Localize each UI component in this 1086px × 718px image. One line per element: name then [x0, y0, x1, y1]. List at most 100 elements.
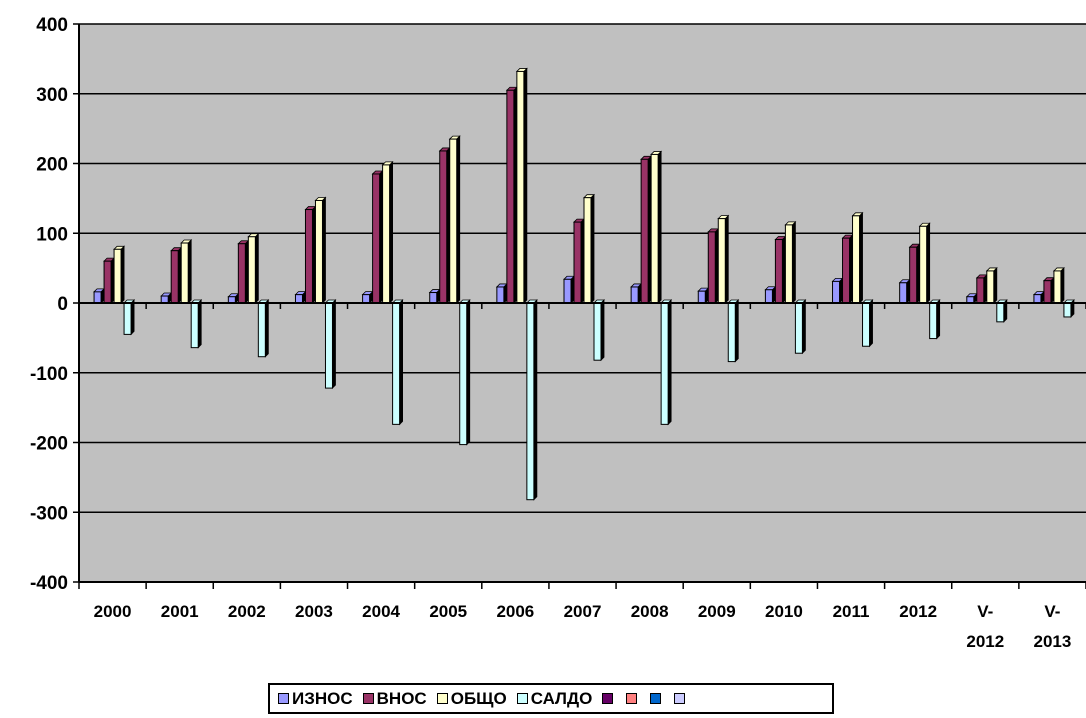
bar	[764, 289, 773, 304]
bar	[660, 302, 669, 425]
bar	[784, 224, 793, 304]
bar	[160, 295, 169, 304]
bar	[93, 291, 102, 304]
bar	[899, 282, 908, 304]
x-tick-label-line: V-	[977, 602, 993, 621]
legend-item	[602, 693, 616, 704]
y-tick-label: -400	[30, 573, 68, 594]
x-tick-label-line: 2004	[362, 602, 400, 621]
x-tick-label: V- 2012	[966, 602, 1004, 651]
bar	[1033, 294, 1042, 304]
x-tick-label: 2012	[899, 602, 937, 621]
legend: ИЗНОС ВНОС ОБЩО САЛДО	[268, 683, 834, 714]
bar	[237, 243, 246, 304]
bar	[429, 292, 438, 304]
bar	[180, 242, 189, 304]
legend-label: ОБЩО	[450, 688, 507, 708]
x-tick-label: 2004	[362, 602, 400, 621]
y-tick-label: 400	[36, 15, 68, 36]
bar	[1043, 280, 1052, 304]
bar	[439, 150, 448, 304]
bar	[919, 225, 928, 304]
x-tick-label: 2011	[833, 602, 870, 621]
legend-item	[674, 693, 688, 704]
x-tick-label: 2006	[496, 602, 534, 621]
bar	[304, 209, 313, 304]
x-tick-label-line: 2012	[966, 632, 1004, 651]
y-tick-label: 300	[36, 85, 68, 106]
bar	[852, 215, 861, 304]
x-tick-label-line: 2006	[496, 602, 534, 621]
bar	[372, 173, 381, 304]
bar	[832, 280, 841, 304]
bar	[247, 236, 256, 304]
x-tick-label-line: 2000	[94, 602, 132, 621]
bar	[650, 153, 659, 304]
x-tick-label: 2009	[698, 602, 736, 621]
legend-label: ВНОС	[376, 688, 427, 708]
bar	[324, 302, 333, 389]
bar	[774, 239, 783, 304]
legend-item	[650, 693, 664, 704]
bar	[123, 302, 132, 335]
x-tick-label-line: 2007	[564, 602, 602, 621]
x-tick-label: 2010	[765, 602, 803, 621]
x-tick-label-line: 2013	[1034, 632, 1072, 651]
y-tick-label: -100	[30, 364, 68, 385]
legend-swatch	[626, 693, 638, 704]
x-tick-label-line: 2001	[161, 602, 199, 621]
legend-swatch	[362, 693, 374, 704]
bar	[862, 302, 871, 347]
bar	[257, 302, 266, 358]
x-tick-label-line: V-	[1044, 602, 1060, 621]
bars	[93, 67, 1075, 501]
bar	[929, 302, 938, 340]
x-tick-label-line: 2011	[833, 602, 870, 621]
legend-item: ИЗНОС	[278, 689, 353, 709]
bar	[294, 294, 303, 304]
bar	[986, 270, 995, 304]
x-tick-label: 2008	[631, 602, 669, 621]
bar	[640, 158, 649, 304]
bar	[362, 294, 371, 304]
x-tick-label-line: 2008	[631, 602, 669, 621]
legend-label: ИЗНОС	[292, 688, 353, 708]
bar	[496, 286, 505, 304]
x-tick-label-line: 2012	[899, 602, 937, 621]
x-tick-label: 2005	[429, 602, 467, 621]
bar	[573, 221, 582, 304]
legend-swatch	[516, 693, 528, 704]
bar	[459, 302, 468, 446]
x-tick-label: 2002	[228, 602, 266, 621]
bar	[516, 70, 525, 304]
bar	[794, 302, 803, 354]
x-tick-label-line: 2010	[765, 602, 803, 621]
x-tick-label-line: 2003	[295, 602, 333, 621]
bar	[113, 248, 122, 304]
bar	[382, 164, 391, 304]
x-tick-label-line: 2005	[429, 602, 467, 621]
bar	[842, 237, 851, 304]
legend-swatch	[436, 693, 448, 704]
bar	[526, 302, 535, 501]
bar	[976, 277, 985, 304]
x-tick-label: 2001	[161, 602, 199, 621]
x-tick-label: 2003	[295, 602, 333, 621]
y-tick-label: 200	[36, 155, 68, 176]
y-tick-label: -200	[30, 434, 68, 455]
legend-item: ВНОС	[362, 688, 427, 709]
bar	[717, 218, 726, 304]
y-axis-ticks: 400 300 200 100 0 -100 -200 -300 -400	[30, 15, 79, 594]
legend-swatch	[674, 693, 686, 704]
x-tick-label: 2000	[94, 602, 132, 621]
bar	[449, 138, 458, 304]
legend-item: САЛДО	[516, 688, 593, 709]
bar	[707, 231, 716, 304]
legend-item: ОБЩО	[436, 688, 507, 709]
y-tick-label: 100	[36, 224, 68, 245]
legend-item	[626, 693, 640, 704]
bar	[727, 302, 736, 363]
bar	[1053, 270, 1062, 304]
legend-label: САЛДО	[530, 688, 593, 708]
bar	[996, 302, 1005, 323]
